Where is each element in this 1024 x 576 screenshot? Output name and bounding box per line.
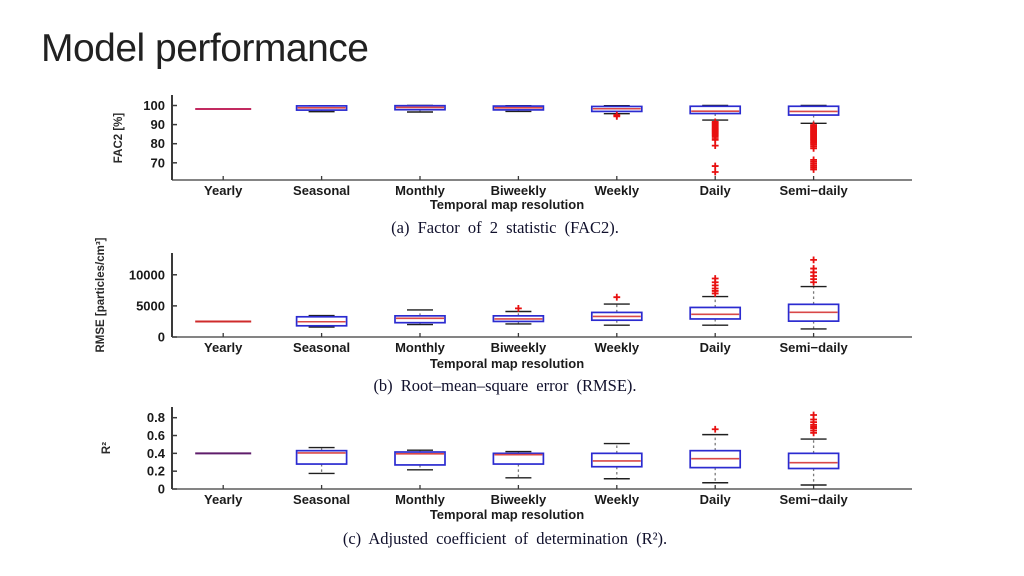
caption-c: (c) Adjusted coefficient of determinatio…	[342, 529, 668, 548]
x-tick-label: Daily	[700, 183, 732, 198]
box-fac2-5	[590, 104, 643, 120]
chart-fac2: 70 80 90 100 Yearly Seasonal Monthly Biweekly We…	[143, 95, 912, 198]
x-tick-label: Seasonal	[293, 340, 350, 355]
iqr-box	[394, 451, 446, 466]
x-tick-label: Monthly	[395, 492, 446, 507]
box-fac2-4	[492, 104, 545, 113]
y-tick-label: 70	[151, 155, 165, 170]
outlier-marker	[711, 275, 719, 282]
box-fac2-3	[394, 104, 446, 113]
iqr-box	[394, 314, 446, 324]
slide-title: Model performance	[41, 27, 369, 70]
outlier-marker	[613, 293, 621, 301]
box-rmse-6	[689, 275, 742, 326]
y-tick-label: 100	[143, 98, 165, 113]
x-tick-label: Weekly	[595, 340, 640, 355]
outlier-marker	[711, 142, 719, 150]
box-rmse-2	[295, 314, 348, 328]
iqr-box	[492, 452, 545, 465]
iqr-box	[787, 452, 840, 470]
box-r2-3	[394, 449, 446, 471]
y-axis-label-fac2: FAC2 [%]	[113, 112, 125, 164]
box-r2-5	[590, 442, 643, 480]
y-tick-label: 0.8	[147, 410, 165, 425]
y-tick-label: 0	[158, 482, 165, 497]
x-tick-label: Biweekly	[491, 183, 547, 198]
y-tick-label: 90	[151, 117, 165, 132]
box-r2-7	[787, 411, 840, 486]
x-axis-label-fac2: Temporal map resolution	[429, 197, 585, 212]
x-axis-label-rmse: Temporal map resolution	[429, 356, 585, 371]
box-fac2-2	[295, 104, 348, 113]
caption-b: (b) Root–mean–square error (RMSE).	[373, 376, 637, 395]
box-fac2-7	[787, 104, 840, 173]
chart-rmse: 0 5000 10000 Yearly Seasonal Monthly Biweekly W…	[129, 253, 912, 355]
x-tick-label: Monthly	[395, 340, 446, 355]
x-tick-label: Weekly	[595, 492, 640, 507]
iqr-box	[689, 105, 742, 115]
outlier-marker	[515, 304, 522, 312]
y-tick-label: 0.2	[147, 464, 165, 479]
x-tick-label: Weekly	[595, 183, 640, 198]
outlier-marker	[711, 425, 719, 433]
outlier-marker	[810, 166, 817, 173]
x-tick-label: Biweekly	[491, 340, 547, 355]
iqr-box	[295, 449, 348, 465]
x-tick-label: Semi−daily	[779, 492, 848, 507]
caption-a: (a) Factor of 2 statistic (FAC2).	[391, 218, 619, 237]
box-rmse-4	[492, 304, 545, 325]
x-tick-label: Seasonal	[293, 183, 350, 198]
x-tick-label: Monthly	[395, 183, 446, 198]
x-tick-label: Yearly	[204, 340, 243, 355]
outlier-marker	[810, 144, 817, 152]
iqr-box	[689, 306, 742, 320]
x-tick-label: Biweekly	[491, 492, 547, 507]
x-tick-label: Yearly	[204, 183, 243, 198]
outlier-marker	[613, 112, 621, 120]
x-tick-label: Daily	[700, 492, 732, 507]
outlier-marker	[810, 265, 817, 272]
y-tick-label: 80	[151, 136, 165, 151]
y-tick-label: 0.6	[147, 428, 165, 443]
box-r2-4	[492, 450, 545, 479]
box-r2-6	[689, 425, 742, 484]
y-tick-label: 10000	[129, 267, 165, 282]
y-tick-label: 5000	[136, 298, 165, 313]
x-axis-label-r2: Temporal map resolution	[429, 507, 585, 522]
iqr-box	[590, 452, 643, 468]
box-fac2-6	[689, 104, 742, 176]
box-rmse-5	[590, 293, 643, 326]
y-tick-label: 0.4	[147, 446, 166, 461]
outlier-marker	[711, 136, 719, 144]
x-tick-label: Semi−daily	[779, 183, 848, 198]
box-rmse-3	[394, 309, 446, 326]
outlier-marker	[711, 162, 719, 170]
box-r2-2	[295, 446, 348, 475]
box-rmse-7	[787, 256, 840, 330]
x-tick-label: Daily	[700, 340, 732, 355]
y-tick-label: 0	[158, 330, 165, 345]
x-tick-label: Semi−daily	[779, 340, 848, 355]
chart-r2: 0 0.2 0.4 0.6 0.8 Yearly Seasonal Monthly Biweek…	[147, 407, 912, 507]
x-tick-label: Yearly	[204, 492, 243, 507]
outlier-marker	[810, 256, 817, 264]
outlier-marker	[810, 411, 817, 419]
outlier-marker	[711, 168, 719, 176]
x-tick-label: Seasonal	[293, 492, 350, 507]
